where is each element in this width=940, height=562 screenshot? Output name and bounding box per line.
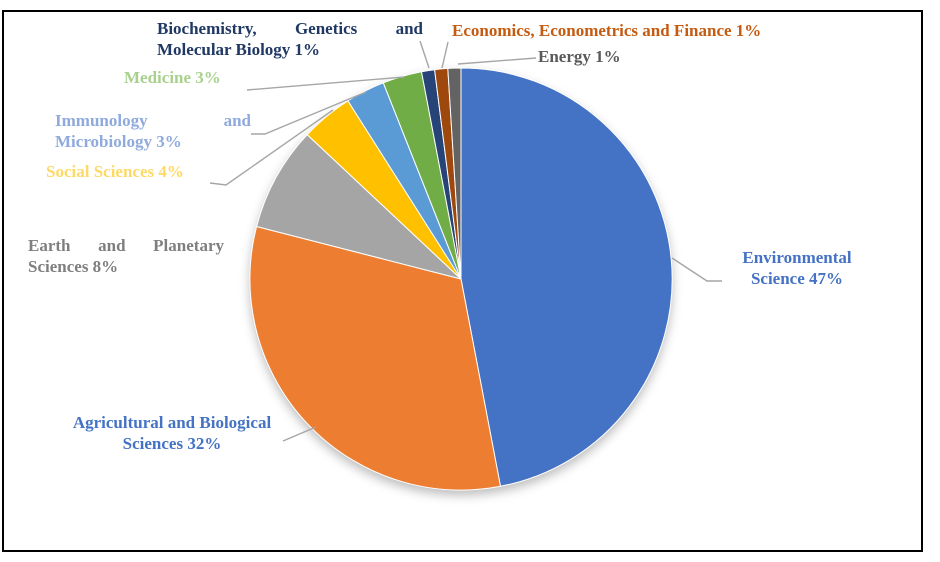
leader-line-economics-econometrics-and-finance: [441, 41, 449, 69]
pie-slices-group: [249, 67, 673, 491]
leader-line-social-sciences: [209, 109, 334, 186]
leader-lines-group: [209, 40, 722, 442]
leader-line-environmental-science: [671, 257, 722, 282]
leader-line-immunology-and-microbiology: [251, 91, 367, 135]
leader-line-agricultural-and-biological-sciences: [282, 426, 317, 442]
pie-slice-environmental-science[interactable]: [460, 67, 673, 487]
pie-slice-agricultural-and-biological-sciences[interactable]: [249, 226, 501, 491]
leader-line-medicine: [246, 76, 405, 91]
pie-slice-earth-and-planetary-sciences[interactable]: [256, 134, 462, 280]
pie-slice-energy[interactable]: [447, 67, 462, 280]
leader-line-biochemistry-genetics-and-molecular-biology: [419, 40, 430, 69]
leader-line-energy: [457, 57, 537, 65]
